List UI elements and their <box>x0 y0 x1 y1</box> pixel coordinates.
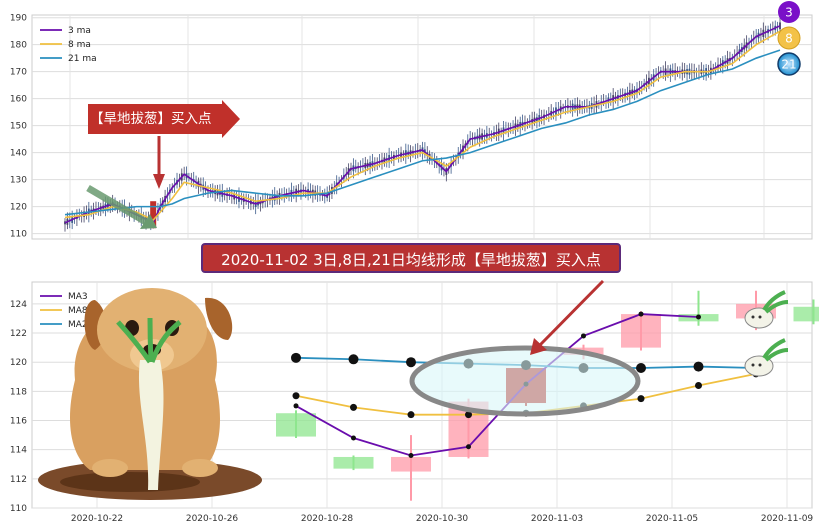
top-ma-lines <box>64 25 781 224</box>
bottom-y-tick-label: 122 <box>10 329 27 339</box>
bottom-point-MA8 <box>350 403 357 411</box>
bottom-y-tick-label: 120 <box>10 358 27 368</box>
top-legend-label: 3 ma <box>68 26 91 36</box>
bottom-y-ticks: 110 112 114 116 118 120 122 124 <box>10 300 27 514</box>
bottom-y-tick-label: 118 <box>10 387 27 397</box>
top-line-8-ma <box>64 30 781 222</box>
top-y-tick-label: 190 <box>10 14 27 24</box>
bottom-candle-body <box>793 306 819 322</box>
bottom-point-MA3 <box>638 311 644 317</box>
buy-point-label: 【旱地拔葱】买入点 <box>90 111 212 127</box>
bottom-point-MA21 <box>348 354 359 365</box>
dog-left-paw <box>92 459 128 477</box>
bottom-y-tick-label: 110 <box>10 504 27 514</box>
top-buy-signal-candle <box>150 201 157 229</box>
scallion-icon-bottom <box>744 338 789 377</box>
bottom-x-tick-label: 2020-11-03 <box>531 514 583 524</box>
bottom-x-tick-label: 2020-10-30 <box>416 514 469 524</box>
top-y-ticks: 110 120 130 140 150 160 170 180 190 <box>10 14 27 240</box>
ma-badges: 3 8 21 <box>777 1 801 76</box>
bottom-legend: MA3 MA8 MA21 <box>40 292 93 330</box>
bottom-point-MA3 <box>408 453 414 459</box>
bottom-legend-label: MA21 <box>68 320 93 330</box>
bottom-point-MA21 <box>693 361 704 372</box>
scallion-stalk <box>138 360 164 490</box>
top-y-tick-label: 110 <box>10 230 27 240</box>
bottom-point-MA3 <box>466 444 471 450</box>
down-trend-arrow <box>86 184 148 226</box>
bottom-x-tick-label: 2020-11-05 <box>646 514 698 524</box>
bottom-point-MA8 <box>637 395 645 403</box>
top-y-tick-label: 140 <box>10 149 27 159</box>
dog-illustration <box>38 288 262 500</box>
bottom-point-MA21 <box>636 363 646 374</box>
badge-ma3 <box>778 1 800 23</box>
top-line-21-ma <box>64 49 781 216</box>
top-y-tick-label: 180 <box>10 41 27 51</box>
top-y-tick-label: 170 <box>10 68 27 78</box>
badge-ma21 <box>777 52 801 76</box>
bottom-point-MA3 <box>351 435 356 441</box>
down-trend-arrow-head <box>140 214 157 229</box>
chart-title: 2020-11-02 3日,8日,21日均线形成【旱地拔葱】买入点 <box>201 243 621 273</box>
buy-pointer-head <box>153 174 165 189</box>
bottom-x-tick-label: 2020-10-28 <box>301 514 354 524</box>
bottom-candle-body <box>276 413 316 437</box>
bottom-point-MA21 <box>406 357 416 368</box>
bottom-point-MA3 <box>696 314 701 320</box>
bottom-x-tick-label: 2020-10-26 <box>186 514 239 524</box>
top-y-tick-label: 150 <box>10 122 27 132</box>
bottom-legend-label: MA8 <box>68 306 88 316</box>
top-legend: 3 ma 8 ma 21 ma <box>40 26 97 64</box>
badge-ma8-label: 8 <box>785 32 793 46</box>
pointer-arrow-line <box>538 279 605 347</box>
bottom-legend-label: MA3 <box>68 292 88 302</box>
top-y-tick-label: 120 <box>10 203 27 213</box>
bottom-point-MA3 <box>293 403 299 409</box>
dog-right-paw <box>182 459 218 477</box>
buy-label-arrow <box>88 100 240 138</box>
bottom-point-MA8 <box>465 411 472 419</box>
bottom-x-ticks: 2020-10-22 2020-10-26 2020-10-28 2020-10-30… <box>71 514 814 524</box>
bottom-candle-body <box>333 456 374 469</box>
bottom-y-tick-label: 112 <box>10 475 27 485</box>
bottom-point-MA8 <box>695 382 702 390</box>
dog-right-ear <box>205 297 233 340</box>
bottom-y-tick-label: 116 <box>10 417 27 427</box>
bottom-point-MA3 <box>581 333 586 339</box>
scallion-icon-top <box>744 290 789 329</box>
bottom-y-tick-label: 124 <box>10 300 27 310</box>
top-y-tick-label: 130 <box>10 176 27 186</box>
top-legend-label: 8 ma <box>68 40 91 50</box>
highlight-ellipse <box>409 345 641 417</box>
bottom-point-MA8 <box>407 411 415 419</box>
bottom-x-tick-label: 2020-10-22 <box>71 514 123 524</box>
top-y-tick-label: 160 <box>10 95 27 105</box>
bottom-x-tick-label: 2020-11-09 <box>761 514 814 524</box>
pointer-arrow-head <box>530 338 547 355</box>
badge-ma8 <box>777 26 801 50</box>
bottom-point-MA21 <box>291 352 301 363</box>
badge-ma3-label: 3 <box>785 6 793 20</box>
badge-ma21-label: 21 <box>781 58 796 72</box>
scallion-leaves <box>116 317 182 364</box>
bottom-y-tick-label: 114 <box>10 446 27 456</box>
top-legend-label: 21 ma <box>68 54 97 64</box>
top-line-3-ma <box>64 25 781 224</box>
bottom-candle-body <box>391 456 431 472</box>
bottom-point-MA8 <box>292 392 300 400</box>
